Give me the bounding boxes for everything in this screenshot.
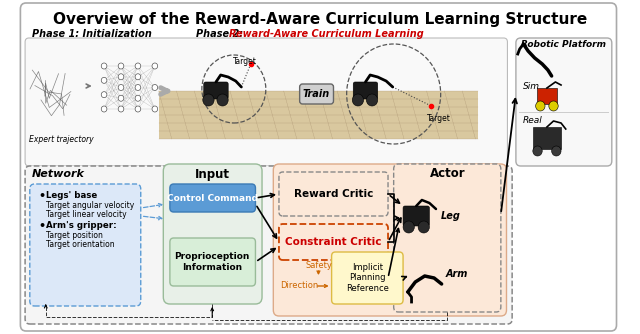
- Circle shape: [418, 221, 429, 233]
- FancyBboxPatch shape: [403, 206, 429, 226]
- Text: Arm's gripper:: Arm's gripper:: [46, 221, 116, 230]
- FancyBboxPatch shape: [170, 238, 255, 286]
- Text: Leg: Leg: [441, 211, 461, 221]
- Text: Target: Target: [427, 114, 451, 123]
- FancyBboxPatch shape: [25, 38, 508, 166]
- Text: Reward Critic: Reward Critic: [294, 189, 373, 199]
- Circle shape: [118, 106, 124, 112]
- Text: Input: Input: [195, 168, 230, 181]
- FancyBboxPatch shape: [332, 252, 403, 304]
- Circle shape: [135, 85, 141, 91]
- Text: Arm: Arm: [445, 269, 468, 279]
- Text: Train: Train: [303, 89, 330, 99]
- Circle shape: [217, 94, 228, 106]
- FancyBboxPatch shape: [279, 172, 388, 216]
- Circle shape: [552, 146, 561, 156]
- Text: •: •: [38, 191, 45, 201]
- Circle shape: [135, 74, 141, 80]
- Text: Target orientation: Target orientation: [46, 240, 115, 249]
- FancyBboxPatch shape: [170, 184, 255, 212]
- Circle shape: [118, 95, 124, 101]
- Circle shape: [135, 63, 141, 69]
- FancyBboxPatch shape: [163, 164, 262, 304]
- Text: Constraint Critic: Constraint Critic: [285, 237, 381, 247]
- Circle shape: [118, 85, 124, 91]
- FancyBboxPatch shape: [279, 224, 388, 260]
- Text: Control Command: Control Command: [166, 193, 258, 202]
- Text: Phase 2:: Phase 2:: [196, 29, 246, 39]
- Text: Proprioception
Information: Proprioception Information: [175, 252, 250, 272]
- Text: Target: Target: [233, 57, 257, 66]
- Bar: [536, 88, 557, 104]
- Text: Phase 1: Initialization: Phase 1: Initialization: [31, 29, 152, 39]
- Text: Real: Real: [522, 116, 542, 125]
- Circle shape: [118, 63, 124, 69]
- Circle shape: [101, 77, 107, 84]
- Text: Sim: Sim: [522, 82, 540, 91]
- Circle shape: [152, 106, 157, 112]
- FancyBboxPatch shape: [273, 164, 506, 316]
- FancyBboxPatch shape: [30, 184, 141, 306]
- Circle shape: [203, 94, 214, 106]
- Text: Legs' base: Legs' base: [46, 191, 97, 200]
- Bar: [159, 91, 478, 139]
- FancyBboxPatch shape: [25, 166, 512, 324]
- Circle shape: [549, 101, 558, 111]
- Circle shape: [118, 74, 124, 80]
- Circle shape: [152, 63, 157, 69]
- Text: Network: Network: [31, 169, 84, 179]
- Text: Reward-Aware Curriculum Learning: Reward-Aware Curriculum Learning: [229, 29, 424, 39]
- Text: Overview of the Reward-Aware Curriculum Learning Structure: Overview of the Reward-Aware Curriculum …: [53, 12, 588, 27]
- Text: Actor: Actor: [429, 167, 465, 180]
- Circle shape: [135, 95, 141, 101]
- Text: Safety: Safety: [305, 261, 332, 270]
- FancyBboxPatch shape: [516, 38, 612, 166]
- Text: Expert trajectory: Expert trajectory: [29, 135, 93, 144]
- Text: Direction: Direction: [280, 282, 318, 291]
- Circle shape: [533, 146, 542, 156]
- Circle shape: [367, 94, 378, 106]
- Circle shape: [152, 85, 157, 91]
- Circle shape: [352, 94, 364, 106]
- FancyBboxPatch shape: [20, 3, 616, 331]
- Text: Implicit
Planning
Reference: Implicit Planning Reference: [346, 263, 388, 293]
- Circle shape: [101, 92, 107, 98]
- FancyBboxPatch shape: [300, 84, 333, 104]
- Text: •: •: [38, 221, 45, 231]
- FancyBboxPatch shape: [394, 164, 501, 312]
- Bar: [533, 127, 561, 149]
- Text: Target position: Target position: [46, 231, 102, 240]
- Text: Target angular velocity: Target angular velocity: [46, 201, 134, 210]
- Circle shape: [536, 101, 545, 111]
- Circle shape: [101, 63, 107, 69]
- Text: Robotic Platform: Robotic Platform: [522, 40, 606, 49]
- Text: Target linear velocity: Target linear velocity: [46, 210, 127, 219]
- FancyBboxPatch shape: [353, 82, 378, 99]
- Circle shape: [101, 106, 107, 112]
- FancyBboxPatch shape: [204, 82, 228, 99]
- Circle shape: [135, 106, 141, 112]
- Circle shape: [403, 221, 414, 233]
